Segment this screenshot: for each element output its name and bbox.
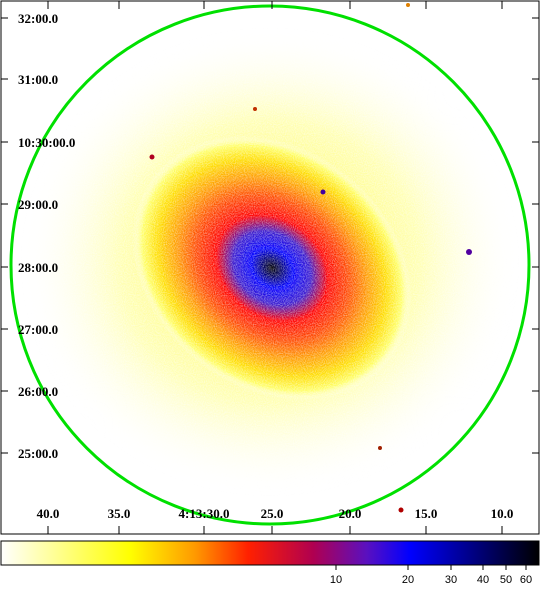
point-source xyxy=(320,189,326,195)
point-source xyxy=(149,154,155,160)
colorbar-tick-label: 30 xyxy=(445,574,457,586)
colorbar-tick-label: 10 xyxy=(330,574,342,586)
dec-tick-label: 29:00.0 xyxy=(18,197,58,212)
point-source xyxy=(406,3,410,7)
dec-tick-label: 25:00.0 xyxy=(18,446,58,461)
dec-tick-label: 28:00.0 xyxy=(18,260,58,275)
dec-tick-label: 32:00.0 xyxy=(18,11,58,26)
region-circle[interactable] xyxy=(9,4,531,526)
ra-tick-label: 15.0 xyxy=(415,506,438,521)
point-source xyxy=(398,507,404,513)
colorbar-tick-label: 20 xyxy=(402,574,414,586)
galaxy-core xyxy=(132,135,412,401)
dec-axis: 32:00.0 31:00.0 10:30:00.0 29:00.0 28:00.0 27… xyxy=(1,11,539,461)
ra-tick-label: 4:13:30.0 xyxy=(179,506,230,521)
colorbar-tick-label: 60 xyxy=(520,574,532,586)
colorbar: 10 20 30 40 50 60 xyxy=(0,540,540,586)
ra-tick-label: 20.0 xyxy=(339,506,362,521)
colorbar-tick-label: 40 xyxy=(477,574,489,586)
point-source xyxy=(253,107,257,111)
point-source xyxy=(378,446,382,450)
point-source xyxy=(466,249,472,255)
ra-tick-label: 25.0 xyxy=(261,506,284,521)
dec-tick-label: 10:30:00.0 xyxy=(18,135,75,150)
dec-tick-label: 26:00.0 xyxy=(18,384,58,399)
ra-tick-label: 40.0 xyxy=(37,506,60,521)
colorbar-tick-label: 50 xyxy=(500,574,512,586)
ra-tick-label: 35.0 xyxy=(108,506,131,521)
colorbar-gradient xyxy=(0,540,540,566)
dec-tick-label: 31:00.0 xyxy=(18,72,58,87)
ra-axis: 40.0 35.0 4:13:30.0 25.0 20.0 15.0 10.0 xyxy=(37,1,514,534)
image-panel[interactable] xyxy=(1,1,539,534)
galaxy-emission xyxy=(20,27,520,497)
colorbar-ticks: 10 20 30 40 50 60 xyxy=(330,565,532,586)
ra-tick-label: 10.0 xyxy=(491,506,514,521)
dec-tick-label: 27:00.0 xyxy=(18,322,58,337)
